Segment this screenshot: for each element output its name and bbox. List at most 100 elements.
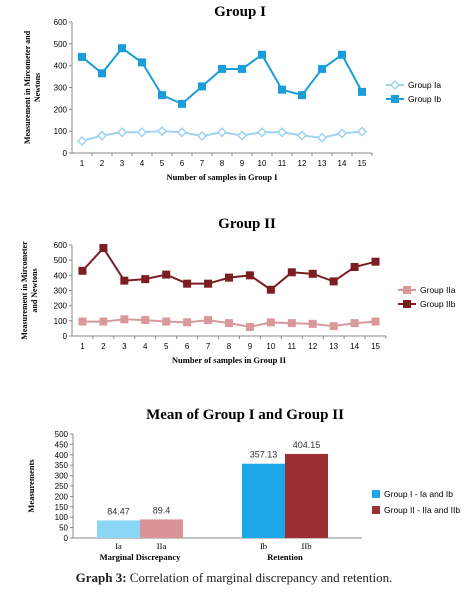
figure-caption: Graph 3: Correlation of marginal discrep… — [0, 570, 468, 586]
chart1-series-1-point — [236, 130, 248, 141]
chart2-x-tick-label: 6 — [185, 342, 190, 351]
chart2-x-tick-label: 13 — [329, 342, 338, 351]
chart1-x-tick-label: 2 — [100, 159, 105, 168]
chart2-series-1-point — [245, 322, 254, 331]
chart3-legend-label: Group II - IIa and IIb — [384, 505, 460, 515]
chart1-series-2-point — [158, 91, 166, 100]
chart1-y-tick-label: 400 — [54, 62, 68, 71]
chart2-series-2-point — [78, 266, 87, 275]
chart3-bar — [140, 519, 183, 538]
caption-text: Correlation of marginal discrepancy and … — [129, 570, 393, 585]
chart3-y-tick-label: 50 — [59, 524, 68, 533]
chart2-series-1-point — [266, 318, 275, 327]
chart1-series-2-point — [318, 64, 326, 73]
chart3-bar — [285, 453, 328, 538]
chart3-legend-swatch — [372, 506, 380, 514]
chart2-series-2-point — [225, 273, 233, 282]
chart1-x-tick-label: 12 — [298, 159, 307, 168]
chart2-x-tick-label: 15 — [371, 342, 380, 351]
chart2-x-tick-label: 11 — [288, 342, 297, 351]
chart1-x-label: Number of samples in Group I — [167, 172, 279, 182]
chart2-y-label: and Newtons — [30, 268, 39, 312]
chart2-x-tick-label: 12 — [308, 342, 317, 351]
chart1-series-2-point — [258, 50, 266, 59]
chart2-series-2-point — [350, 262, 359, 271]
chart3-y-tick-label: 450 — [55, 440, 69, 449]
chart3-bar-value-label: 404.15 — [293, 440, 321, 450]
chart2-series-1-point — [371, 317, 380, 326]
chart2-series-1-point — [183, 318, 192, 327]
chart2-x-tick-label: 14 — [350, 342, 359, 351]
chart1-series-2-point — [98, 69, 106, 78]
chart3-legend-swatch — [372, 490, 380, 498]
chart2-series-2-point — [162, 270, 171, 279]
chart1-x-tick-label: 5 — [160, 159, 165, 168]
chart1-series-1-point — [176, 127, 188, 138]
chart1-series-1-point — [216, 127, 228, 138]
chart1-x-tick-label: 15 — [358, 159, 367, 168]
chart1-x-tick-label: 14 — [338, 159, 347, 168]
chart3-x-tick-label: Ib — [260, 541, 267, 551]
chart2-x-tick-label: 8 — [227, 342, 232, 351]
chart2-x-tick-label: 2 — [101, 342, 106, 351]
chart1-x-tick-label: 9 — [240, 159, 245, 168]
chart1-series-1-point — [296, 130, 308, 141]
chart2-series-1-point — [78, 317, 87, 326]
chart1-series-2-point — [218, 64, 226, 73]
chart2-series-1-point — [120, 315, 129, 324]
chart1-series-1-point — [156, 126, 168, 137]
chart1-series-1-point — [196, 130, 208, 142]
chart1-series-2-line — [81, 46, 363, 106]
chart1-series-1-point — [136, 127, 148, 138]
chart3-group-label: Marginal Discrepancy — [100, 552, 182, 562]
chart1-series-1-point — [316, 132, 328, 143]
chart1-y-tick-label: 200 — [54, 105, 68, 114]
chart2-x-tick-label: 1 — [80, 342, 85, 351]
chart2-legend-marker — [403, 286, 411, 294]
chart2-legend-marker — [403, 300, 411, 308]
chart3-y-tick-label: 250 — [55, 482, 69, 491]
chart1-y-label: Measurement in Mircometer and — [23, 30, 32, 144]
chart1-series-1-point — [356, 126, 368, 137]
chart3-x-tick-label: Ia — [115, 541, 122, 551]
chart2-y-tick-label: 300 — [54, 287, 68, 296]
chart1-series-2-point — [298, 91, 306, 100]
chart2-x-label: Number of samples in Group II — [172, 355, 287, 365]
chart2-y-tick-label: 600 — [54, 241, 68, 250]
chart1-series-2-point — [118, 44, 126, 53]
chart1-x-tick-label: 6 — [180, 159, 185, 168]
chart3-group-label: Retention — [267, 552, 303, 562]
chart2-series-1-point — [329, 322, 338, 331]
chart3-bar-value-label: 357.13 — [250, 450, 278, 460]
chart3-bar — [97, 520, 140, 538]
chart3-y-label: Measurements — [26, 459, 36, 513]
chart2-series-2-point — [141, 275, 150, 284]
chart2-y-tick-label: 400 — [54, 271, 68, 280]
chart3-y-tick-label: 300 — [55, 472, 69, 481]
chart2-series-2-point — [120, 276, 129, 285]
chart2-x-tick-label: 10 — [266, 342, 275, 351]
chart2-series-2-point — [204, 279, 213, 288]
chart3-y-tick-label: 200 — [55, 492, 69, 501]
chart2-y-tick-label: 0 — [63, 332, 68, 341]
chart3-bar-value-label: 89.4 — [153, 505, 171, 515]
chart1-series-2-point — [238, 64, 246, 73]
chart2-legend-label: Group IIb — [420, 299, 456, 309]
chart1-series-1-point — [96, 130, 108, 141]
chart3-y-tick-label: 150 — [55, 503, 69, 512]
chart2-y-tick-label: 100 — [54, 317, 68, 326]
chart2-series-2-point — [371, 257, 380, 266]
chart1-x-tick-label: 11 — [278, 159, 287, 168]
chart2-legend-label: Group IIa — [420, 285, 456, 295]
chart1-series-2-point — [78, 52, 86, 61]
chart2-x-tick-label: 4 — [143, 342, 148, 351]
chart3-bar-value-label: 84.47 — [107, 506, 130, 516]
chart1-title: Group I — [214, 4, 266, 20]
chart1-x-tick-label: 13 — [318, 159, 327, 168]
chart1-y-tick-label: 100 — [54, 127, 68, 136]
chart3-y-tick-label: 100 — [55, 513, 69, 522]
chart1-series-2-point — [138, 58, 146, 67]
chart1-x-tick-label: 3 — [120, 159, 125, 168]
chart3-legend-label: Group I - Ia and Ib — [384, 489, 453, 499]
